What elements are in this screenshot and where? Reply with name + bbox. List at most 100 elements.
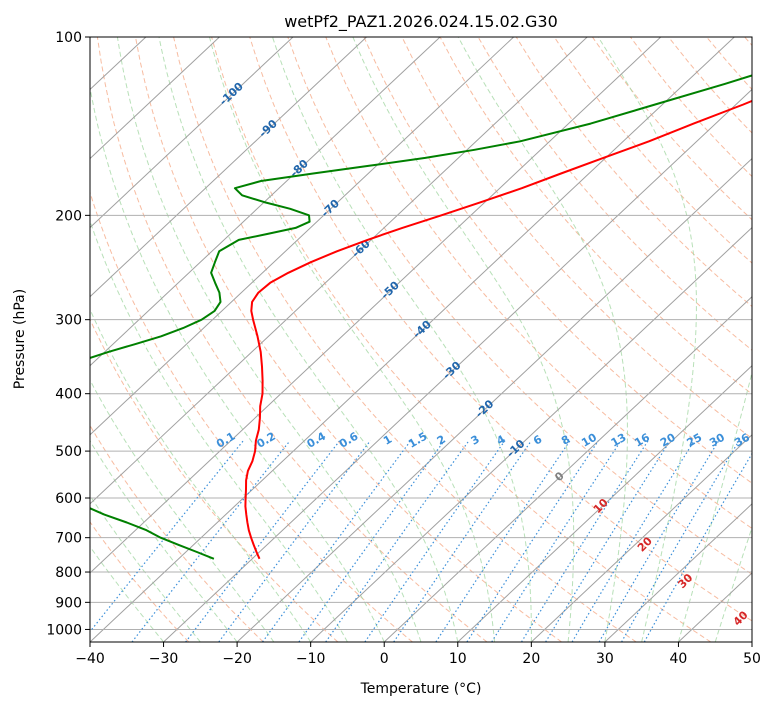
dry-adiabat-line xyxy=(515,37,752,308)
dry-adiabat-line xyxy=(401,37,752,440)
x-tick-label: 20 xyxy=(522,651,540,667)
mixing-ratio-label: 4 xyxy=(494,432,507,447)
y-tick-label: 900 xyxy=(55,595,82,611)
isotherm-line xyxy=(310,226,752,642)
x-tick-label: 50 xyxy=(743,651,761,667)
temperature-profile-line xyxy=(244,99,752,560)
mixing-ratio-line xyxy=(262,440,412,642)
isotherm-line xyxy=(383,295,752,642)
y-tick-label: 1000 xyxy=(46,622,82,638)
y-tick-label: 300 xyxy=(55,313,82,329)
x-tick-label: 40 xyxy=(670,651,688,667)
x-tick-label: 10 xyxy=(449,651,467,667)
sounding-profiles xyxy=(90,74,752,560)
dry-adiabat-line xyxy=(553,37,752,264)
moist-adiabat-line xyxy=(90,85,385,642)
dry-adiabats xyxy=(90,37,752,642)
mixing-ratio-line xyxy=(185,440,341,642)
moist-adiabats xyxy=(90,37,752,642)
x-tick-label: −40 xyxy=(75,651,105,667)
isotherm-line xyxy=(90,37,588,505)
moist-adiabat-line xyxy=(116,37,422,642)
moist-adiabat-line xyxy=(90,219,348,642)
mixing-ratio-line xyxy=(325,440,470,642)
mixing-ratio-line xyxy=(598,440,720,642)
dry-adiabat-line xyxy=(90,521,190,642)
mixing-ratio-label: 13 xyxy=(609,431,629,450)
dry-adiabat-line xyxy=(287,37,752,575)
mixing-ratio-label: 36 xyxy=(732,431,752,450)
y-axis-ticks: 100 200 300 400 500 600 700 800 900 1000 xyxy=(46,30,90,638)
mixing-ratio-label: 0.4 xyxy=(305,429,329,450)
moist-adiabat-line xyxy=(714,526,752,642)
dry-adiabat-line xyxy=(90,424,264,642)
moist-adiabat-line xyxy=(677,370,752,642)
mixing-ratio-line xyxy=(435,440,571,642)
mixing-ratio-label: 10 xyxy=(579,431,599,450)
moist-adiabat-line xyxy=(597,37,697,642)
moist-adiabat-line xyxy=(209,37,496,642)
mixing-ratio-line xyxy=(393,440,532,642)
mixing-ratio-line xyxy=(466,440,599,642)
isotherm-line xyxy=(604,503,752,642)
isotherm-line xyxy=(236,157,752,642)
x-tick-label: −20 xyxy=(222,651,252,667)
isotherm-line xyxy=(0,37,72,642)
isotherms xyxy=(0,37,752,642)
isotherm-line xyxy=(530,434,752,642)
mixing-ratio-line xyxy=(364,440,506,642)
mixing-ratio-label: 3 xyxy=(469,433,482,448)
x-axis-title: Temperature (°C) xyxy=(360,681,482,697)
dry-adiabat-line xyxy=(439,37,752,395)
x-tick-label: −10 xyxy=(296,651,326,667)
isotherm-line xyxy=(90,37,441,367)
isotherm-line xyxy=(90,37,662,574)
mixing-ratio-label: 30 xyxy=(707,431,727,450)
moist-adiabat-line xyxy=(90,439,238,642)
mixing-ratio-line xyxy=(90,440,244,633)
dry-adiabat-line xyxy=(706,37,752,91)
moist-adiabat-line xyxy=(272,37,532,642)
y-tick-label: 400 xyxy=(55,387,82,403)
mixing-ratio-line xyxy=(571,440,695,642)
mixing-ratio-line xyxy=(520,440,649,642)
plot-frame xyxy=(89,36,753,643)
isotherm-label: -100 xyxy=(217,80,246,109)
moist-adiabat-line xyxy=(457,37,628,642)
isotherm-line xyxy=(90,37,294,229)
isotherm-line xyxy=(457,365,752,642)
dry-adiabat-line xyxy=(211,37,712,642)
mixing-ratio-label: 25 xyxy=(684,431,704,450)
isotherm-line xyxy=(90,37,367,298)
dry-adiabat-line xyxy=(477,37,752,351)
x-tick-label: 0 xyxy=(380,651,389,667)
dry-adiabat-line xyxy=(90,318,339,642)
chart-title: wetPf2_PAZ1.2026.024.15.02.G30 xyxy=(284,12,558,32)
theta-e-label: 10 xyxy=(591,496,611,516)
moist-adiabat-line xyxy=(90,494,201,642)
mixing-ratio-label: 6 xyxy=(531,432,544,447)
moist-adiabat-line xyxy=(352,37,575,642)
mixing-ratio-label: 0.1 xyxy=(214,430,237,451)
y-tick-label: 500 xyxy=(55,444,82,460)
mixing-ratio-line xyxy=(298,440,445,642)
mixing-ratio-line xyxy=(621,440,740,642)
y-tick-label: 200 xyxy=(55,208,82,224)
isotherm-line xyxy=(90,37,220,160)
mixing-ratio-label: 16 xyxy=(632,431,652,450)
moist-adiabat-line xyxy=(90,379,275,642)
theta-e-label: 30 xyxy=(675,571,695,591)
dry-adiabat-line xyxy=(96,37,488,642)
dry-adiabat-line xyxy=(325,37,752,530)
x-tick-label: 30 xyxy=(596,651,614,667)
dry-adiabat-line xyxy=(363,37,752,484)
x-tick-label: −30 xyxy=(149,651,179,667)
mixing-ratio-lines xyxy=(90,440,752,642)
dewpoint-profile-line xyxy=(90,74,752,560)
dry-adiabat-line xyxy=(90,190,413,642)
isotherm-line xyxy=(751,641,752,642)
isotherm-labels: -100-90-80-70-60-50-40-30-20-100 xyxy=(217,80,567,484)
isotherm-line xyxy=(678,572,752,642)
